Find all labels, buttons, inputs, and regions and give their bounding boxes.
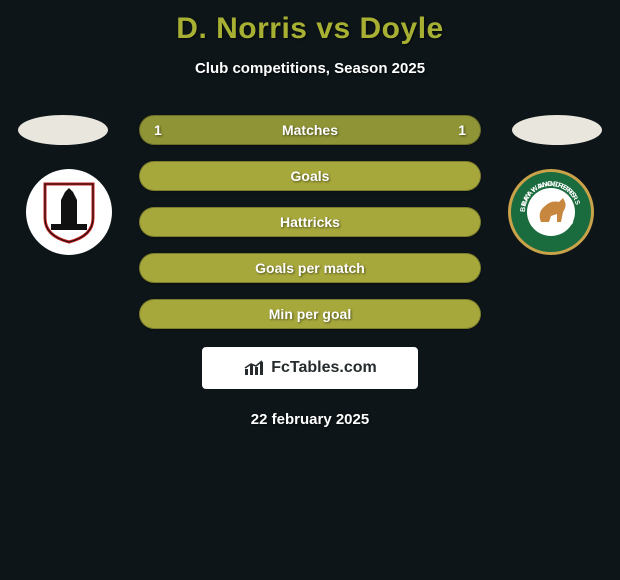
longford-shield-icon bbox=[41, 180, 97, 244]
page-title: D. Norris vs Doyle bbox=[0, 12, 620, 46]
bar-chart-icon bbox=[243, 359, 267, 377]
club-badge-right: BRAY WANDERERS BRAY WANDERERS FOOTBALL C… bbox=[508, 169, 594, 255]
player-avatar-left bbox=[18, 115, 108, 145]
bar-matches-label: Matches bbox=[282, 122, 338, 138]
bar-matches-right-value: 1 bbox=[458, 122, 466, 138]
bar-goals-per-match: Goals per match bbox=[139, 253, 481, 283]
bar-matches: 1 Matches 1 bbox=[139, 115, 481, 145]
player-avatar-right bbox=[512, 115, 602, 145]
bar-matches-left-value: 1 bbox=[154, 122, 162, 138]
bar-min-per-goal: Min per goal bbox=[139, 299, 481, 329]
bar-hattricks-label: Hattricks bbox=[280, 214, 340, 230]
bray-wanderers-icon: BRAY WANDERERS BRAY WANDERERS FOOTBALL C… bbox=[511, 172, 591, 252]
bar-goals-label: Goals bbox=[291, 168, 330, 184]
stat-bars: 1 Matches 1 Goals Hattricks Goals per ma… bbox=[139, 115, 481, 329]
infographic-root: D. Norris vs Doyle Club competitions, Se… bbox=[0, 0, 620, 428]
brand-box: FcTables.com bbox=[202, 347, 418, 389]
bar-gpm-label: Goals per match bbox=[255, 260, 365, 276]
bar-goals: Goals bbox=[139, 161, 481, 191]
comparison-area: BRAY WANDERERS BRAY WANDERERS FOOTBALL C… bbox=[0, 115, 620, 428]
club-badge-left bbox=[26, 169, 112, 255]
bar-hattricks: Hattricks bbox=[139, 207, 481, 237]
subtitle: Club competitions, Season 2025 bbox=[0, 60, 620, 77]
bar-mpg-label: Min per goal bbox=[269, 306, 351, 322]
brand-text: FcTables.com bbox=[271, 359, 377, 377]
date-text: 22 february 2025 bbox=[0, 411, 620, 428]
